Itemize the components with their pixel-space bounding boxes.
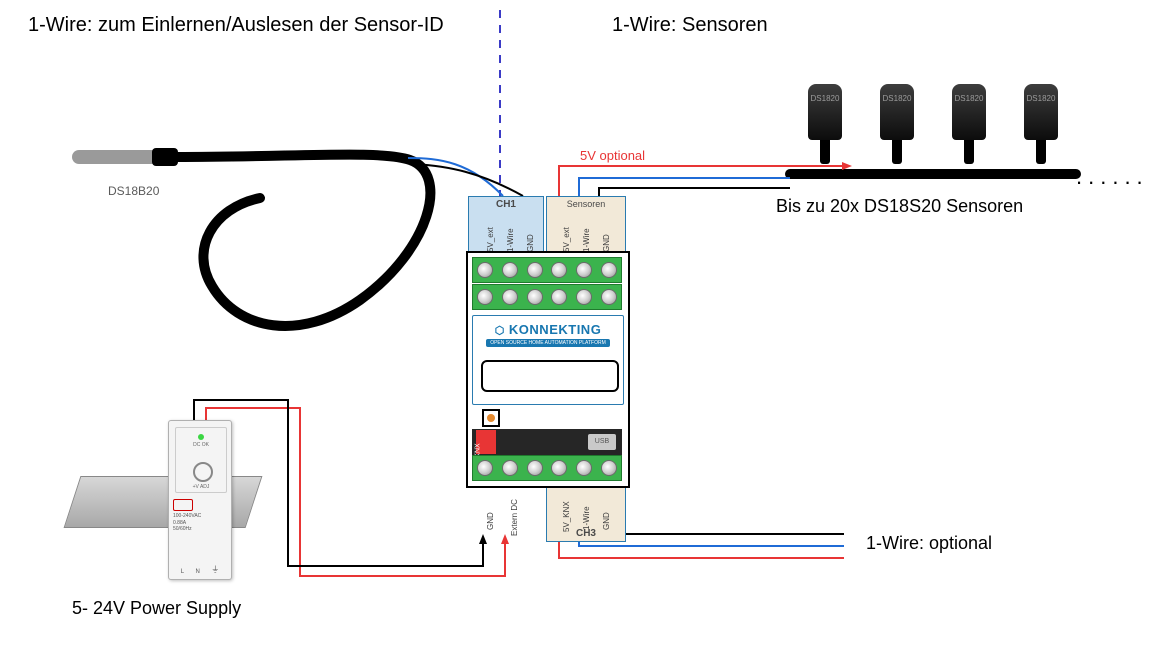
- pin-ch1-1w: 1-Wire: [506, 228, 515, 252]
- pin-ch1-5v: 5V_ext: [486, 227, 495, 252]
- ds1820-part-label: DS1820: [1024, 94, 1058, 103]
- ds1820-part-label: DS1820: [808, 94, 842, 103]
- title-left: 1-Wire: zum Einlernen/Auslesen der Senso…: [28, 14, 444, 37]
- din-rail-icon: [64, 476, 263, 528]
- brand-sub: OPEN SOURCE HOME AUTOMATION PLATFORM: [486, 339, 610, 347]
- psu-led-icon: [198, 434, 204, 440]
- module-display: [481, 360, 619, 392]
- psu-label: 5- 24V Power Supply: [72, 598, 241, 619]
- pin-ch3-1w: 1-Wire: [582, 506, 591, 530]
- brand-text: KONNEKTING: [509, 322, 601, 337]
- psu-body: DC OK +V ADJ 100-240VAC0.88A50/60Hz L N …: [168, 420, 232, 580]
- label-1wire-optional: 1-Wire: optional: [866, 533, 992, 554]
- pin-sens-5v: 5V_ext: [562, 227, 571, 252]
- pin-ch3-5vknx: 5V_KNX: [562, 501, 571, 532]
- usb-port: USB: [588, 434, 616, 450]
- led-frame: [482, 409, 500, 427]
- pin-sens-1w: 1-Wire: [582, 228, 591, 252]
- ds18b20-label: DS18B20: [108, 184, 159, 198]
- sensor-caption: Bis zu 20x DS18S20 Sensoren: [776, 196, 1023, 217]
- sensor-more-dots: ......: [1076, 164, 1149, 190]
- sensoren-label: Sensoren: [547, 199, 625, 209]
- label-5v-optional: 5V optional: [580, 148, 645, 163]
- psu-top-cover: DC OK +V ADJ: [175, 427, 227, 493]
- ds1820-tip: [892, 140, 902, 164]
- terminal-top-a: [472, 257, 622, 283]
- pin-bot-gnd: GND: [486, 512, 495, 530]
- pin-ch3-gnd: GND: [602, 512, 611, 530]
- brand-logo: ⬡ KONNEKTING: [473, 322, 623, 337]
- pin-bot-dc: Extern DC: [510, 499, 519, 536]
- module-face: ⬡ KONNEKTING OPEN SOURCE HOME AUTOMATION…: [472, 315, 624, 405]
- ds1820-part-label: DS1820: [880, 94, 914, 103]
- terminal-bottom: [472, 455, 622, 481]
- ch1-label: CH1: [469, 199, 543, 210]
- ds1820-tip: [820, 140, 830, 164]
- terminal-top-b: [472, 284, 622, 310]
- ds1820-sensor: [1024, 84, 1058, 140]
- ds1820-sensor: [880, 84, 914, 140]
- title-right: 1-Wire: Sensoren: [612, 14, 768, 37]
- pin-sens-gnd: GND: [602, 234, 611, 252]
- ds1820-tip: [964, 140, 974, 164]
- pin-ch1-gnd: GND: [526, 234, 535, 252]
- ds1820-sensor: [952, 84, 986, 140]
- led-orange-icon: [487, 414, 495, 422]
- controller-strip: KNX USB: [472, 429, 622, 455]
- ds1820-sensor: [808, 84, 842, 140]
- psu-trim-icon: [193, 462, 213, 482]
- power-supply: DC OK +V ADJ 100-240VAC0.88A50/60Hz L N …: [72, 420, 252, 588]
- psu-rating: 100-240VAC0.88A50/60Hz: [173, 499, 201, 533]
- ds1820-tip: [1036, 140, 1046, 164]
- psu-terminals: L N ⏚: [175, 555, 225, 575]
- ds1820-part-label: DS1820: [952, 94, 986, 103]
